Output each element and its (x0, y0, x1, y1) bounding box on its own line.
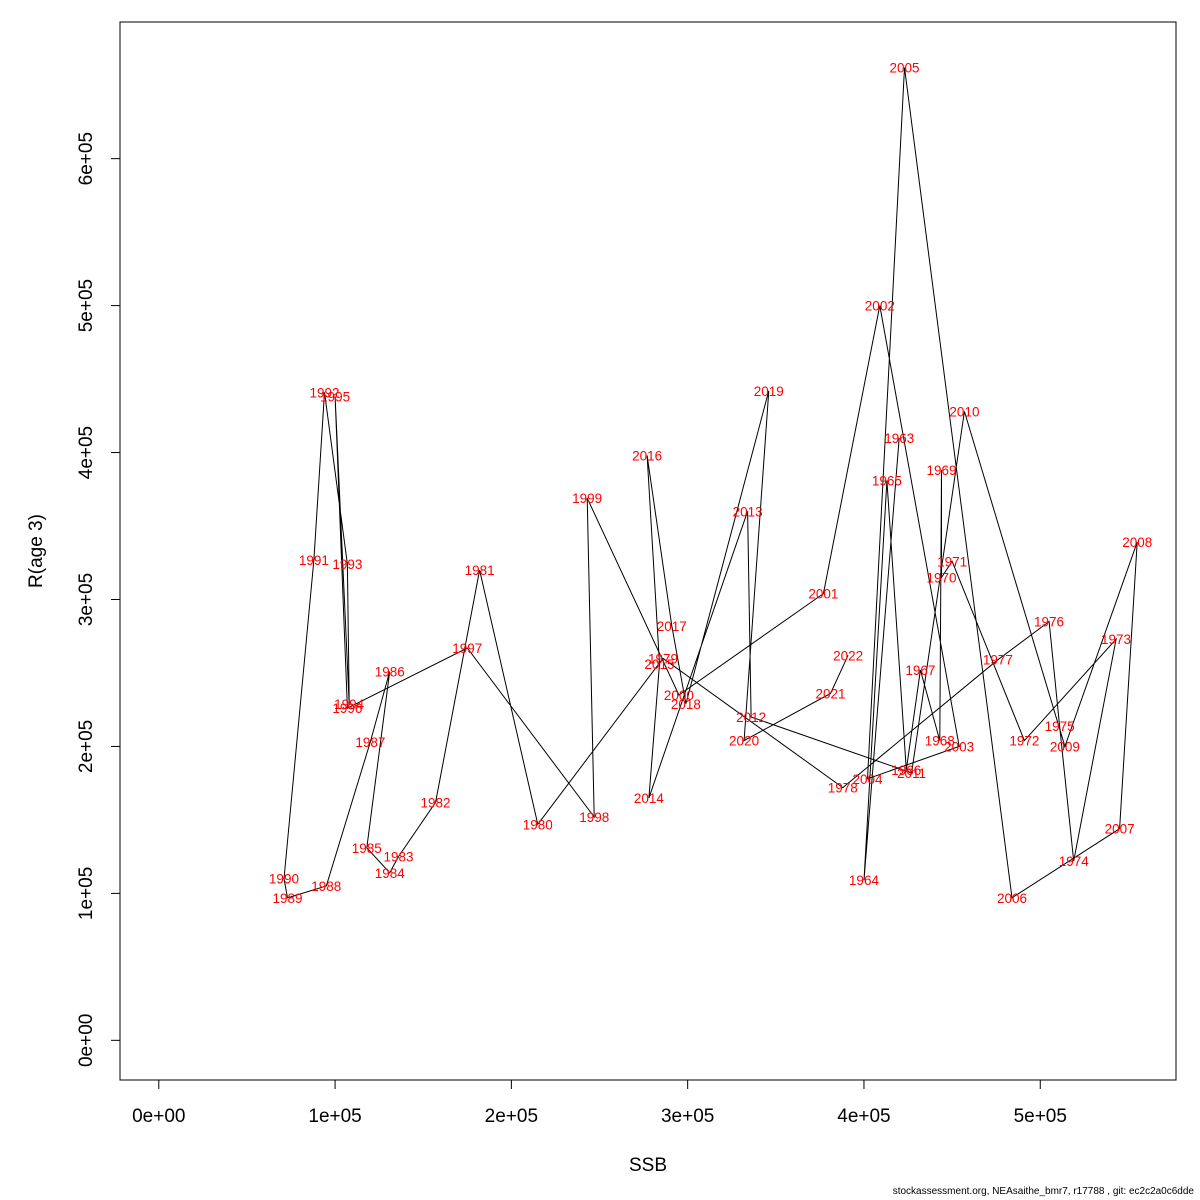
x-axis: 0e+00 1e+05 2e+05 3e+05 4e+05 5e+05 (132, 1079, 1067, 1127)
x-tick-label: 0e+00 (132, 1106, 185, 1127)
point-label: 1991 (299, 553, 329, 568)
point-label: 1974 (1059, 854, 1090, 869)
point-label: 1985 (352, 841, 382, 856)
point-label: 1971 (937, 554, 967, 569)
point-label: 2011 (897, 766, 926, 781)
y-tick-label: 2e+05 (76, 720, 97, 773)
point-label: 2009 (1050, 739, 1080, 754)
point-label: 1989 (272, 891, 302, 906)
point-label: 2001 (808, 587, 838, 602)
point-label: 2007 (1105, 822, 1135, 837)
point-label: 1983 (384, 850, 414, 865)
point-label: 2003 (944, 739, 974, 754)
x-tick-label: 5e+05 (1014, 1106, 1067, 1127)
point-label: 2010 (949, 404, 979, 419)
series-line (283, 67, 1138, 899)
point-label: 1996 (332, 701, 362, 716)
point-label: 2014 (634, 791, 665, 806)
point-label: 2019 (754, 384, 784, 399)
point-label: 1987 (355, 735, 385, 750)
footer-note: stockassessment.org, NEAsaithe_bmr7, r17… (892, 1186, 1194, 1197)
point-label: 1981 (465, 563, 495, 578)
point-label: 1997 (452, 641, 482, 656)
point-label: 2005 (889, 61, 919, 76)
point-label: 2017 (657, 619, 687, 634)
point-label: 2016 (632, 448, 662, 463)
point-label: 1977 (983, 653, 1013, 668)
point-label: 2008 (1122, 535, 1152, 550)
y-tick-label: 5e+05 (76, 279, 97, 332)
point-label: 1984 (375, 866, 406, 881)
point-label: 2020 (729, 734, 759, 749)
point-label: 1999 (572, 491, 602, 506)
point-label: 1966 (891, 763, 921, 778)
point-label: 1975 (1045, 719, 1075, 734)
y-tick-label: 1e+05 (76, 867, 97, 920)
point-label: 1964 (849, 873, 880, 888)
point-label: 2022 (833, 648, 863, 663)
point-label: 1979 (648, 651, 678, 666)
point-label: 2015 (644, 657, 674, 672)
point-label: 1988 (311, 879, 341, 894)
x-tick-label: 2e+05 (485, 1106, 538, 1127)
point-label: 1965 (872, 473, 902, 488)
point-label: 2012 (736, 710, 766, 725)
point-label: 1972 (1009, 734, 1039, 749)
point-label: 2004 (852, 772, 883, 787)
point-label: 1982 (421, 795, 451, 810)
point-label: 2000 (664, 688, 694, 703)
point-label: 2002 (865, 299, 895, 314)
point-label: 1995 (320, 390, 350, 405)
x-axis-title: SSB (629, 1155, 667, 1176)
y-tick-label: 3e+05 (76, 573, 97, 626)
point-label: 1986 (375, 664, 405, 679)
point-label: 1967 (905, 663, 935, 678)
point-label: 2021 (815, 687, 845, 702)
x-tick-label: 4e+05 (837, 1106, 890, 1127)
point-label: 1963 (884, 431, 914, 446)
point-label: 1990 (269, 872, 299, 887)
y-tick-label: 4e+05 (76, 426, 97, 479)
point-label: 2013 (733, 504, 763, 519)
point-label: 1980 (523, 817, 553, 832)
point-label: 1998 (579, 810, 609, 825)
point-label: 1994 (334, 697, 365, 712)
point-label: 2006 (997, 891, 1027, 906)
point-label: 2018 (671, 697, 701, 712)
y-tick-label: 0e+00 (76, 1014, 97, 1067)
point-label: 1993 (332, 557, 362, 572)
y-axis: 0e+00 1e+05 2e+05 3e+05 4e+05 5e+05 6e+05 (76, 132, 121, 1067)
x-tick-label: 1e+05 (308, 1106, 361, 1127)
y-axis-title: R(age 3) (26, 514, 47, 588)
point-label: 1976 (1034, 615, 1064, 630)
x-tick-label: 3e+05 (661, 1106, 714, 1127)
point-label: 1969 (927, 463, 957, 478)
y-tick-label: 6e+05 (76, 132, 97, 185)
point-label: 1970 (927, 570, 957, 585)
point-label: 1978 (828, 781, 858, 796)
point-label: 1973 (1101, 632, 1131, 647)
point-label: 1968 (925, 734, 955, 749)
point-label: 1992 (309, 385, 339, 400)
